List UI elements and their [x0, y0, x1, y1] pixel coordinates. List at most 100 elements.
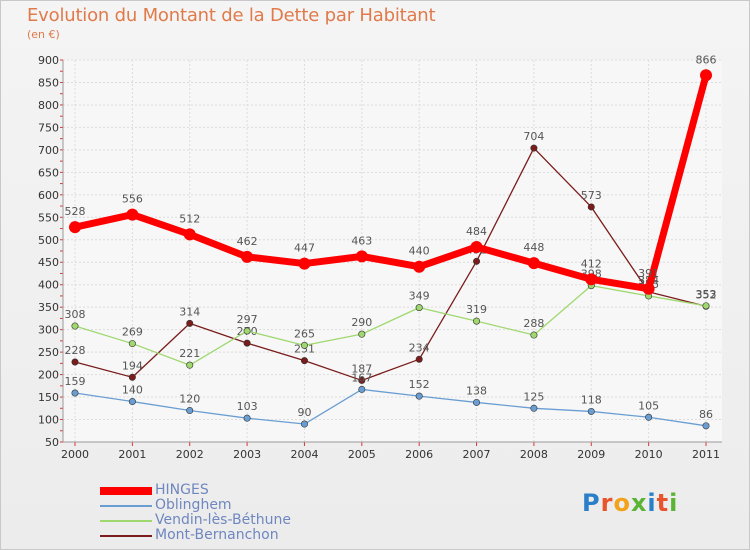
logo-letter: o: [613, 489, 631, 517]
chart-title: Evolution du Montant de la Dette par Hab…: [27, 5, 436, 26]
series-line-mont-bernanchon: [74, 147, 707, 382]
data-label-hinges: 448: [523, 241, 544, 254]
data-label-vendin-les-bethune: 353: [696, 288, 717, 301]
logo-letter: i: [647, 489, 657, 517]
data-point-oblinghem: [71, 389, 79, 397]
y-tick-label: 600: [38, 189, 59, 202]
data-label-hinges: 462: [237, 235, 258, 248]
data-point-hinges: [241, 250, 254, 263]
data-label-mont-bernanchon: 194: [122, 359, 143, 372]
logo-letter: i: [669, 489, 679, 517]
y-tick-label: 750: [38, 121, 59, 134]
x-tick-label: 2009: [577, 448, 605, 461]
y-tick-label: 900: [38, 54, 59, 67]
data-label-vendin-les-bethune: 221: [179, 347, 200, 360]
data-point-mont-bernanchon: [587, 203, 595, 211]
legend-label-oblinghem: Oblinghem: [155, 497, 232, 513]
y-tick-label: 300: [38, 324, 59, 337]
data-label-hinges: 463: [351, 234, 372, 247]
x-tick-label: 2010: [635, 448, 663, 461]
legend-swatch-mont-bernanchon: [100, 535, 152, 537]
y-tick-label: 700: [38, 144, 59, 157]
data-point-oblinghem: [473, 398, 481, 406]
y-tick-label: 100: [38, 414, 59, 427]
data-point-mont-bernanchon: [300, 357, 308, 365]
x-tick-label: 2003: [233, 448, 261, 461]
x-tick-label: 2007: [463, 448, 491, 461]
data-point-vendin-les-bethune: [71, 322, 79, 330]
data-point-hinges: [527, 257, 540, 270]
data-label-vendin-les-bethune: 319: [466, 303, 487, 316]
data-point-mont-bernanchon: [71, 358, 79, 366]
logo-letter: r: [600, 489, 614, 517]
data-point-vendin-les-bethune: [530, 331, 538, 339]
data-label-hinges: 440: [409, 245, 430, 258]
data-point-vendin-les-bethune: [473, 317, 481, 325]
series-line-vendin-les-bethune: [74, 284, 707, 366]
data-point-vendin-les-bethune: [358, 330, 366, 338]
data-label-oblinghem: 103: [237, 400, 258, 413]
data-label-hinges: 447: [294, 242, 315, 255]
data-label-mont-bernanchon: 231: [294, 343, 315, 356]
data-point-hinges: [126, 208, 139, 221]
data-label-hinges: 412: [581, 257, 602, 270]
data-point-hinges: [585, 273, 598, 286]
data-label-oblinghem: 138: [466, 384, 487, 397]
plot-area: [63, 60, 722, 442]
data-label-oblinghem: 118: [581, 393, 602, 406]
data-label-oblinghem: 125: [523, 390, 544, 403]
legend-swatch-vendin: [100, 520, 152, 522]
data-point-hinges: [642, 282, 655, 295]
x-tick-label: 2006: [405, 448, 433, 461]
data-point-mont-bernanchon: [473, 257, 481, 265]
data-label-hinges: 528: [65, 205, 86, 218]
legend-label-vendin: Vendin-lès-Béthune: [155, 512, 291, 528]
data-point-hinges: [355, 250, 368, 263]
data-label-mont-bernanchon: 228: [65, 344, 86, 357]
x-tick-label: 2000: [61, 448, 89, 461]
data-label-mont-bernanchon: 704: [523, 130, 544, 143]
data-label-vendin-les-bethune: 297: [237, 313, 258, 326]
legend-swatch-oblinghem: [100, 505, 152, 507]
data-point-oblinghem: [128, 398, 136, 406]
data-label-vendin-les-bethune: 269: [122, 326, 143, 339]
data-point-mont-bernanchon: [530, 144, 538, 152]
x-tick-label: 2004: [290, 448, 318, 461]
data-point-vendin-les-bethune: [415, 304, 423, 312]
x-tick-label: 2011: [692, 448, 720, 461]
data-label-mont-bernanchon: 352: [696, 288, 717, 301]
data-point-hinges: [298, 257, 311, 270]
legend-swatch-hinges: [100, 487, 152, 495]
data-point-vendin-les-bethune: [300, 341, 308, 349]
data-point-hinges: [700, 69, 712, 82]
data-label-oblinghem: 86: [699, 408, 713, 421]
y-tick-label: 200: [38, 369, 59, 382]
y-tick-label: 500: [38, 234, 59, 247]
data-point-hinges: [470, 240, 483, 253]
data-point-vendin-les-bethune: [243, 327, 251, 335]
y-tick-label: 850: [38, 76, 59, 89]
data-point-mont-bernanchon: [243, 339, 251, 347]
y-tick-label: 400: [38, 279, 59, 292]
data-label-hinges: 484: [466, 225, 487, 238]
data-point-oblinghem: [645, 413, 653, 421]
x-tick-label: 2002: [176, 448, 204, 461]
data-point-vendin-les-bethune: [128, 340, 136, 348]
data-point-hinges: [413, 260, 426, 273]
legend-label-hinges: HINGES: [155, 482, 209, 498]
data-point-vendin-les-bethune: [702, 302, 710, 310]
data-point-mont-bernanchon: [128, 373, 136, 381]
legend-label-mont-bernanchon: Mont-Bernanchon: [155, 527, 279, 543]
x-tick-label: 2005: [348, 448, 376, 461]
x-tick-label: 2008: [520, 448, 548, 461]
data-label-oblinghem: 140: [122, 384, 143, 397]
data-point-mont-bernanchon: [358, 376, 366, 384]
data-label-hinges: 512: [179, 212, 200, 225]
chart-unit: (en €): [27, 28, 60, 41]
data-label-vendin-les-bethune: 308: [65, 308, 86, 321]
logo-letter: t: [656, 489, 670, 517]
logo-letter: x: [630, 489, 648, 517]
data-label-oblinghem: 152: [409, 378, 430, 391]
data-label-oblinghem: 90: [297, 406, 311, 419]
data-point-oblinghem: [186, 407, 194, 415]
